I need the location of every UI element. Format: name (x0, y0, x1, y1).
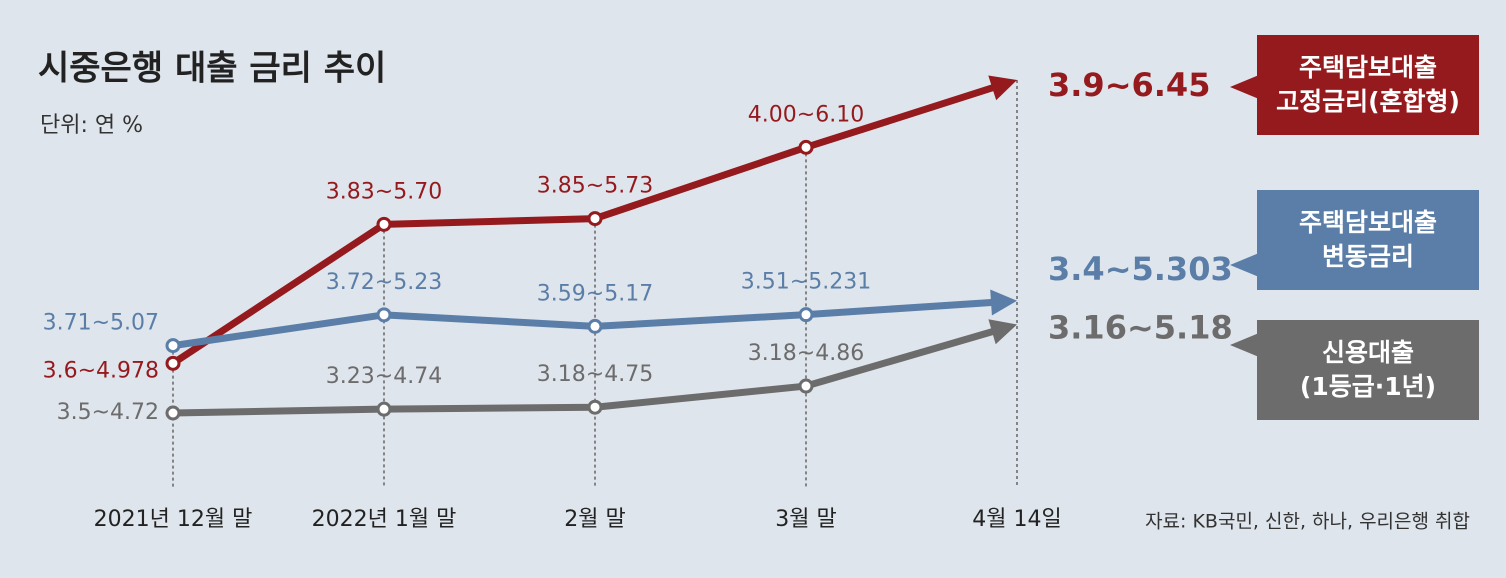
arrow-head (988, 319, 1017, 345)
x-tick-label: 4월 14일 (972, 507, 1061, 532)
data-label: 3.4~5.303 (1048, 250, 1233, 288)
data-label: 3.71~5.07 (43, 311, 159, 336)
data-label: 3.23~4.74 (326, 364, 442, 389)
data-label: 4.00~6.10 (748, 102, 864, 127)
arrow-head (990, 289, 1017, 316)
legend-pointer (1230, 253, 1259, 277)
data-label: 3.72~5.23 (326, 270, 442, 295)
data-point (165, 338, 181, 354)
data-point (587, 318, 603, 334)
series-line (171, 82, 1001, 367)
data-point (165, 405, 181, 421)
data-label: 3.5~4.72 (57, 400, 159, 425)
arrow-head (988, 75, 1017, 101)
data-label: 3.18~4.86 (748, 341, 864, 366)
x-tick-label: 2021년 12월 말 (94, 507, 253, 532)
x-tick-label: 3월 말 (775, 507, 836, 532)
chart-title: 시중은행 대출 금리 추이 (38, 49, 386, 89)
legend-pointer (1230, 333, 1259, 357)
source-note: 자료: KB국민, 신한, 하나, 우리은행 취합 (1145, 511, 1470, 533)
data-label: 3.83~5.70 (326, 179, 442, 204)
data-label: 3.9~6.45 (1048, 66, 1210, 104)
data-label: 3.6~4.978 (43, 358, 159, 383)
legend-pointer (1230, 75, 1259, 99)
data-point (165, 355, 181, 371)
data-point (376, 216, 392, 232)
data-label: 3.85~5.73 (537, 174, 653, 199)
series-line (172, 298, 1000, 350)
data-point (798, 307, 814, 323)
data-label: 3.16~5.18 (1048, 308, 1233, 346)
data-label: 3.51~5.231 (741, 270, 871, 295)
data-point (376, 401, 392, 417)
data-point (587, 211, 603, 227)
data-label: 3.59~5.17 (537, 281, 653, 306)
data-point (587, 399, 603, 415)
legend-entry: 주택담보대출 변동금리 (1257, 190, 1479, 290)
x-tick-label: 2월 말 (564, 507, 625, 532)
legend-entry: 주택담보대출 고정금리(혼합형) (1257, 35, 1479, 135)
data-point (376, 307, 392, 323)
legend-entry: 신용대출 (1등급·1년) (1257, 320, 1479, 420)
data-point (798, 378, 814, 394)
data-point (798, 139, 814, 155)
data-label: 3.18~4.75 (537, 362, 653, 387)
chart-subtitle: 단위: 연 % (40, 113, 143, 138)
x-tick-label: 2022년 1월 말 (312, 507, 457, 532)
